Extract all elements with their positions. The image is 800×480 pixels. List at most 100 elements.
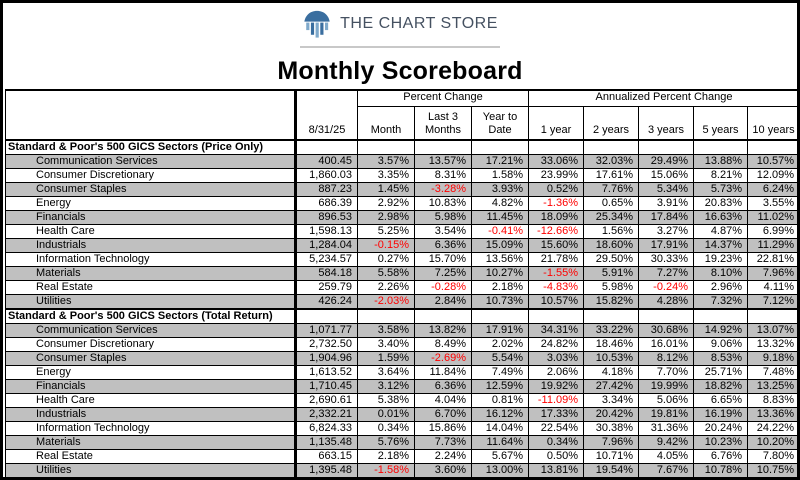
value-cell: 17.21%: [470, 153, 530, 169]
date-column-header: 8/31/25: [295, 89, 358, 141]
value-cell: 1,710.45: [295, 378, 358, 394]
table-row: Real Estate 259.79 2.26% -0.28% 2.18% -4.83% 5…: [5, 279, 797, 295]
column-header: 10 years: [747, 106, 797, 141]
value-cell: 13.82%: [414, 322, 472, 338]
value-cell: 2,332.21: [295, 406, 358, 422]
sector-name-cell: Information Technology: [5, 420, 297, 436]
value-cell: 400.45: [295, 153, 358, 169]
empty-cell: [747, 138, 797, 155]
empty-cell: [747, 307, 797, 324]
value-cell: 34.31%: [528, 322, 585, 338]
value-cell: 24.22%: [747, 420, 797, 436]
value-cell: 12.09%: [747, 167, 797, 183]
value-cell: 19.54%: [583, 462, 640, 477]
column-header: Month: [357, 106, 415, 141]
value-cell: 2.98%: [357, 209, 415, 225]
value-cell: 2.18%: [357, 448, 415, 464]
value-cell: 30.33%: [638, 251, 695, 267]
chart-store-logo-icon: [304, 10, 330, 38]
column-header: Year to Date: [470, 106, 530, 141]
value-cell: 13.81%: [528, 462, 585, 477]
value-cell: 0.27%: [357, 251, 415, 267]
value-cell: -1.36%: [528, 195, 585, 211]
value-cell: 14.92%: [693, 322, 749, 338]
table-row: Consumer Staples 1,904.96 1.59% -2.69% 5.54%…: [5, 350, 797, 366]
group-header-annualized: Annualized Percent Change: [528, 89, 797, 107]
column-header: 2 years: [583, 106, 640, 141]
group-header-percent-change: Percent Change: [356, 89, 530, 107]
value-cell: 1.45%: [357, 181, 415, 197]
sector-name-cell: Industrials: [5, 237, 297, 253]
value-cell: -2.69%: [414, 350, 472, 366]
table-row: Health Care 2,690.61 5.38% 4.04% 0.81% -11.09…: [5, 392, 797, 408]
value-cell: 5.76%: [357, 434, 415, 450]
empty-cell: [295, 307, 358, 324]
sector-name-cell: Materials: [5, 434, 297, 450]
value-cell: 5.73%: [693, 181, 749, 197]
value-cell: -2.03%: [357, 293, 415, 309]
value-cell: 7.80%: [747, 448, 797, 464]
table-row: Industrials 2,332.21 0.01% 6.70% 16.12% 17.33…: [5, 406, 797, 422]
value-cell: 17.33%: [528, 406, 585, 422]
table-head: 8/31/25 Percent Change Annualized Percen…: [5, 89, 797, 141]
value-cell: 2.92%: [357, 195, 415, 211]
value-cell: 3.60%: [414, 462, 472, 477]
value-cell: 13.36%: [747, 406, 797, 422]
empty-cell: [295, 138, 358, 155]
value-cell: 3.27%: [638, 223, 695, 239]
value-cell: 686.39: [295, 195, 358, 211]
sector-name-cell: Consumer Staples: [5, 350, 297, 366]
value-cell: 10.57%: [747, 153, 797, 169]
value-cell: 0.34%: [528, 434, 585, 450]
value-cell: 14.37%: [693, 237, 749, 253]
sector-name-cell: Health Care: [5, 223, 297, 239]
value-cell: 11.02%: [747, 209, 797, 225]
value-cell: 15.09%: [470, 237, 530, 253]
value-cell: 1,284.04: [295, 237, 358, 253]
value-cell: 0.34%: [357, 420, 415, 436]
value-cell: 21.78%: [528, 251, 585, 267]
empty-cell: [414, 138, 472, 155]
value-cell: 8.31%: [414, 167, 472, 183]
value-cell: 8.53%: [693, 350, 749, 366]
sector-name-cell: Consumer Discretionary: [5, 167, 297, 183]
value-cell: 30.68%: [638, 322, 695, 338]
group-header-row: 8/31/25 Percent Change Annualized Percen…: [5, 89, 797, 141]
value-cell: 15.82%: [583, 293, 640, 309]
table-row: Financials 896.53 2.98% 5.98% 11.45% 18.09% 25…: [5, 209, 797, 225]
empty-cell: [693, 138, 749, 155]
value-cell: 7.70%: [638, 364, 695, 380]
value-cell: 7.49%: [470, 364, 530, 380]
value-cell: -12.66%: [528, 223, 585, 239]
value-cell: 3.40%: [357, 336, 415, 352]
value-cell: 8.21%: [693, 167, 749, 183]
section-title: Standard & Poor's 500 GICS Sectors (Tota…: [5, 307, 297, 324]
value-cell: 10.53%: [583, 350, 640, 366]
value-cell: 5,234.57: [295, 251, 358, 267]
table-row: Consumer Staples 887.23 1.45% -3.28% 3.93% 0.…: [5, 181, 797, 197]
value-cell: 6.99%: [747, 223, 797, 239]
value-cell: 16.01%: [638, 336, 695, 352]
value-cell: 25.34%: [583, 209, 640, 225]
table-row: Materials 584.18 5.58% 7.25% 10.27% -1.55% 5.9…: [5, 265, 797, 281]
value-cell: -3.28%: [414, 181, 472, 197]
value-cell: 13.56%: [470, 251, 530, 267]
value-cell: 17.91%: [638, 237, 695, 253]
value-cell: 19.23%: [693, 251, 749, 267]
value-cell: 30.38%: [583, 420, 640, 436]
sector-name-cell: Real Estate: [5, 448, 297, 464]
value-cell: 4.28%: [638, 293, 695, 309]
value-cell: 6.24%: [747, 181, 797, 197]
value-cell: 1,395.48: [295, 462, 358, 477]
value-cell: 896.53: [295, 209, 358, 225]
table-row: Real Estate 663.15 2.18% 2.24% 5.67% 0.50% 10.…: [5, 448, 797, 464]
value-cell: 13.00%: [470, 462, 530, 477]
scoreboard-body: Standard & Poor's 500 GICS Sectors (Pric…: [5, 138, 797, 477]
value-cell: 1.59%: [357, 350, 415, 366]
value-cell: 5.54%: [470, 350, 530, 366]
value-cell: 3.55%: [747, 195, 797, 211]
value-cell: 5.91%: [583, 265, 640, 281]
sector-name-cell: Consumer Staples: [5, 181, 297, 197]
value-cell: 5.58%: [357, 265, 415, 281]
sector-name-cell: Materials: [5, 265, 297, 281]
